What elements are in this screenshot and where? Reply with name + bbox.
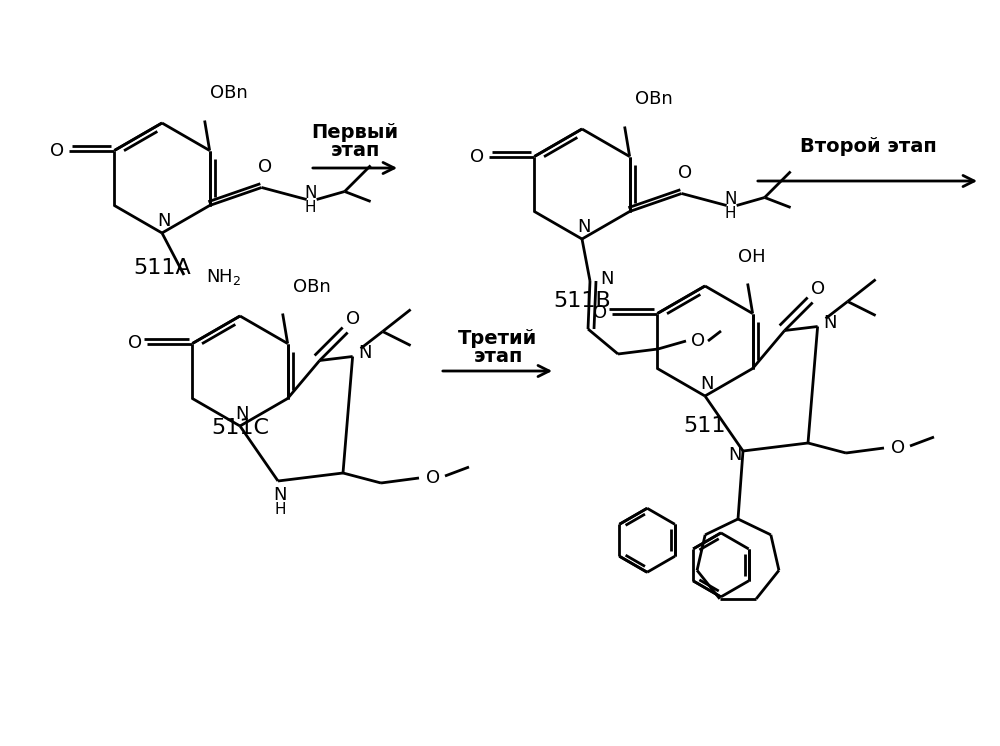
Text: N: N xyxy=(304,184,317,202)
Text: N: N xyxy=(273,486,287,504)
Text: O: O xyxy=(678,165,692,183)
Text: O: O xyxy=(426,469,440,487)
Text: O: O xyxy=(891,439,905,457)
Text: OBn: OBn xyxy=(210,84,247,102)
Text: 511: 511 xyxy=(684,416,726,436)
Text: этап: этап xyxy=(330,140,380,160)
Text: N: N xyxy=(157,212,171,230)
Text: O: O xyxy=(593,304,607,322)
Text: N: N xyxy=(728,446,742,464)
Text: N: N xyxy=(358,343,371,362)
Text: O: O xyxy=(811,280,825,298)
Text: NH$_2$: NH$_2$ xyxy=(206,267,241,287)
Text: H: H xyxy=(725,206,736,221)
Text: N: N xyxy=(600,270,614,288)
Text: O: O xyxy=(691,332,705,350)
Text: этап: этап xyxy=(473,346,523,366)
Text: O: O xyxy=(50,142,64,160)
Text: N: N xyxy=(577,218,591,236)
Text: 511B: 511B xyxy=(553,291,611,311)
Text: OBn: OBn xyxy=(635,90,672,108)
Text: O: O xyxy=(470,148,484,166)
Text: O: O xyxy=(346,310,360,327)
Text: H: H xyxy=(274,501,286,516)
Text: 511A: 511A xyxy=(133,258,191,278)
Text: H: H xyxy=(305,200,316,215)
Text: N: N xyxy=(700,375,714,393)
Text: N: N xyxy=(235,405,249,423)
Text: O: O xyxy=(258,158,272,177)
Text: OBn: OBn xyxy=(293,278,330,295)
Text: OH: OH xyxy=(738,248,765,266)
Text: Первый: Первый xyxy=(311,122,399,142)
Text: 511C: 511C xyxy=(211,418,269,438)
Text: N: N xyxy=(724,190,737,208)
Text: N: N xyxy=(823,313,836,331)
Text: O: O xyxy=(128,334,142,353)
Text: Третий: Третий xyxy=(458,328,538,348)
Text: Второй этап: Второй этап xyxy=(800,137,936,155)
